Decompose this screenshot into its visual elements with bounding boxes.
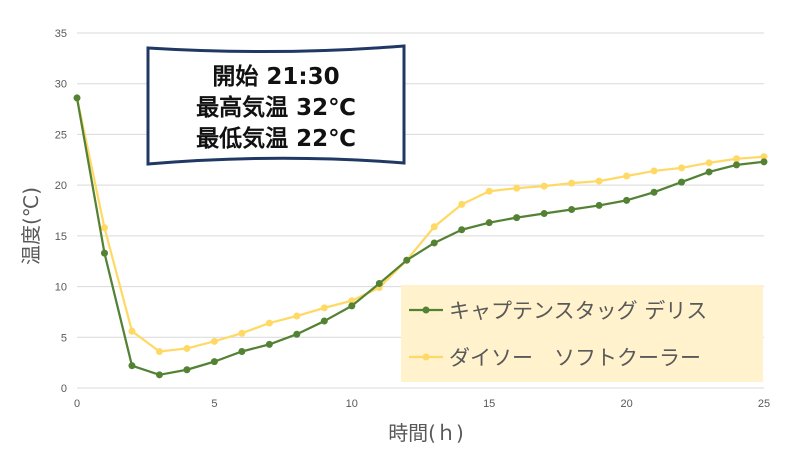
data-point — [650, 167, 658, 175]
data-point — [733, 155, 741, 163]
x-tick-label: 0 — [74, 398, 80, 410]
data-point — [705, 159, 713, 167]
legend-item-2: ダイソー ソフトクーラー — [409, 346, 701, 370]
data-point — [348, 297, 356, 305]
data-point — [183, 344, 191, 352]
data-point — [100, 249, 108, 257]
data-point — [320, 304, 328, 312]
y-tick-label: 20 — [55, 180, 67, 192]
y-tick-label: 15 — [55, 231, 67, 243]
data-point — [210, 358, 218, 366]
data-point — [100, 224, 108, 232]
banner-line-min: 最低気温 22℃ — [196, 125, 356, 152]
banner-line-start: 開始 21:30 — [212, 63, 339, 90]
x-tick-label: 25 — [758, 398, 770, 410]
x-tick-label: 20 — [620, 398, 632, 410]
data-point — [568, 205, 576, 213]
data-point — [458, 226, 466, 234]
data-point — [595, 177, 603, 185]
annotation-banner: 開始 21:30 最高気温 32℃ 最低気温 22℃ — [146, 44, 406, 166]
x-axis-ticks: 0 5 10 15 20 25 — [74, 398, 770, 410]
banner-line-max: 最高気温 32℃ — [196, 94, 356, 121]
y-tick-label: 30 — [55, 79, 67, 91]
data-point — [403, 256, 411, 264]
data-point — [678, 178, 686, 186]
data-point — [265, 319, 273, 327]
series-group — [73, 94, 768, 379]
data-point — [485, 219, 493, 227]
data-point — [320, 317, 328, 325]
series-line — [75, 97, 765, 353]
y-tick-label: 25 — [55, 129, 67, 141]
data-point — [705, 168, 713, 176]
data-point — [760, 153, 768, 161]
data-point — [568, 179, 576, 187]
y-tick-label: 10 — [55, 282, 67, 294]
data-point — [238, 347, 246, 355]
data-point — [293, 312, 301, 320]
y-tick-label: 5 — [61, 332, 67, 344]
legend-label: ダイソー ソフトクーラー — [449, 346, 701, 370]
legend-marker — [422, 306, 430, 314]
data-point — [513, 214, 521, 222]
data-point — [73, 94, 81, 102]
legend-label: キャプテンスタッグ デリス — [449, 299, 707, 323]
legend-marker — [422, 353, 430, 361]
data-point — [183, 366, 191, 374]
legend-background — [401, 285, 763, 382]
x-tick-label: 10 — [346, 398, 358, 410]
data-point — [485, 187, 493, 195]
data-point — [265, 340, 273, 348]
data-point — [375, 280, 383, 288]
data-point — [540, 210, 548, 218]
data-point — [623, 172, 631, 180]
series-2 — [73, 94, 768, 355]
x-tick-label: 5 — [211, 398, 217, 410]
data-point — [733, 161, 741, 169]
data-point — [430, 223, 438, 231]
data-point — [128, 362, 136, 370]
data-point — [155, 371, 163, 379]
data-point — [128, 327, 136, 335]
y-axis-ticks: 0 5 10 15 20 25 30 35 — [55, 28, 67, 395]
y-tick-label: 35 — [55, 28, 67, 40]
x-tick-label: 15 — [483, 398, 495, 410]
data-point — [293, 330, 301, 338]
data-point — [238, 329, 246, 337]
data-point — [623, 196, 631, 204]
data-point — [210, 337, 218, 345]
data-point — [760, 158, 768, 166]
data-point — [540, 182, 548, 190]
banner-flag-shape — [146, 44, 406, 166]
data-point — [650, 188, 658, 196]
x-axis-label: 時間(ｈ) — [388, 421, 464, 445]
y-tick-label: 0 — [61, 383, 67, 395]
data-point — [595, 201, 603, 209]
y-axis-label: 温度(℃) — [19, 187, 43, 265]
legend-item-1: キャプテンスタッグ デリス — [409, 299, 707, 323]
data-point — [458, 200, 466, 208]
data-point — [513, 184, 521, 192]
series-line — [75, 97, 765, 376]
data-point — [678, 164, 686, 172]
data-point — [348, 302, 356, 310]
data-point — [430, 239, 438, 247]
data-point — [155, 347, 163, 355]
series-1 — [73, 94, 768, 379]
